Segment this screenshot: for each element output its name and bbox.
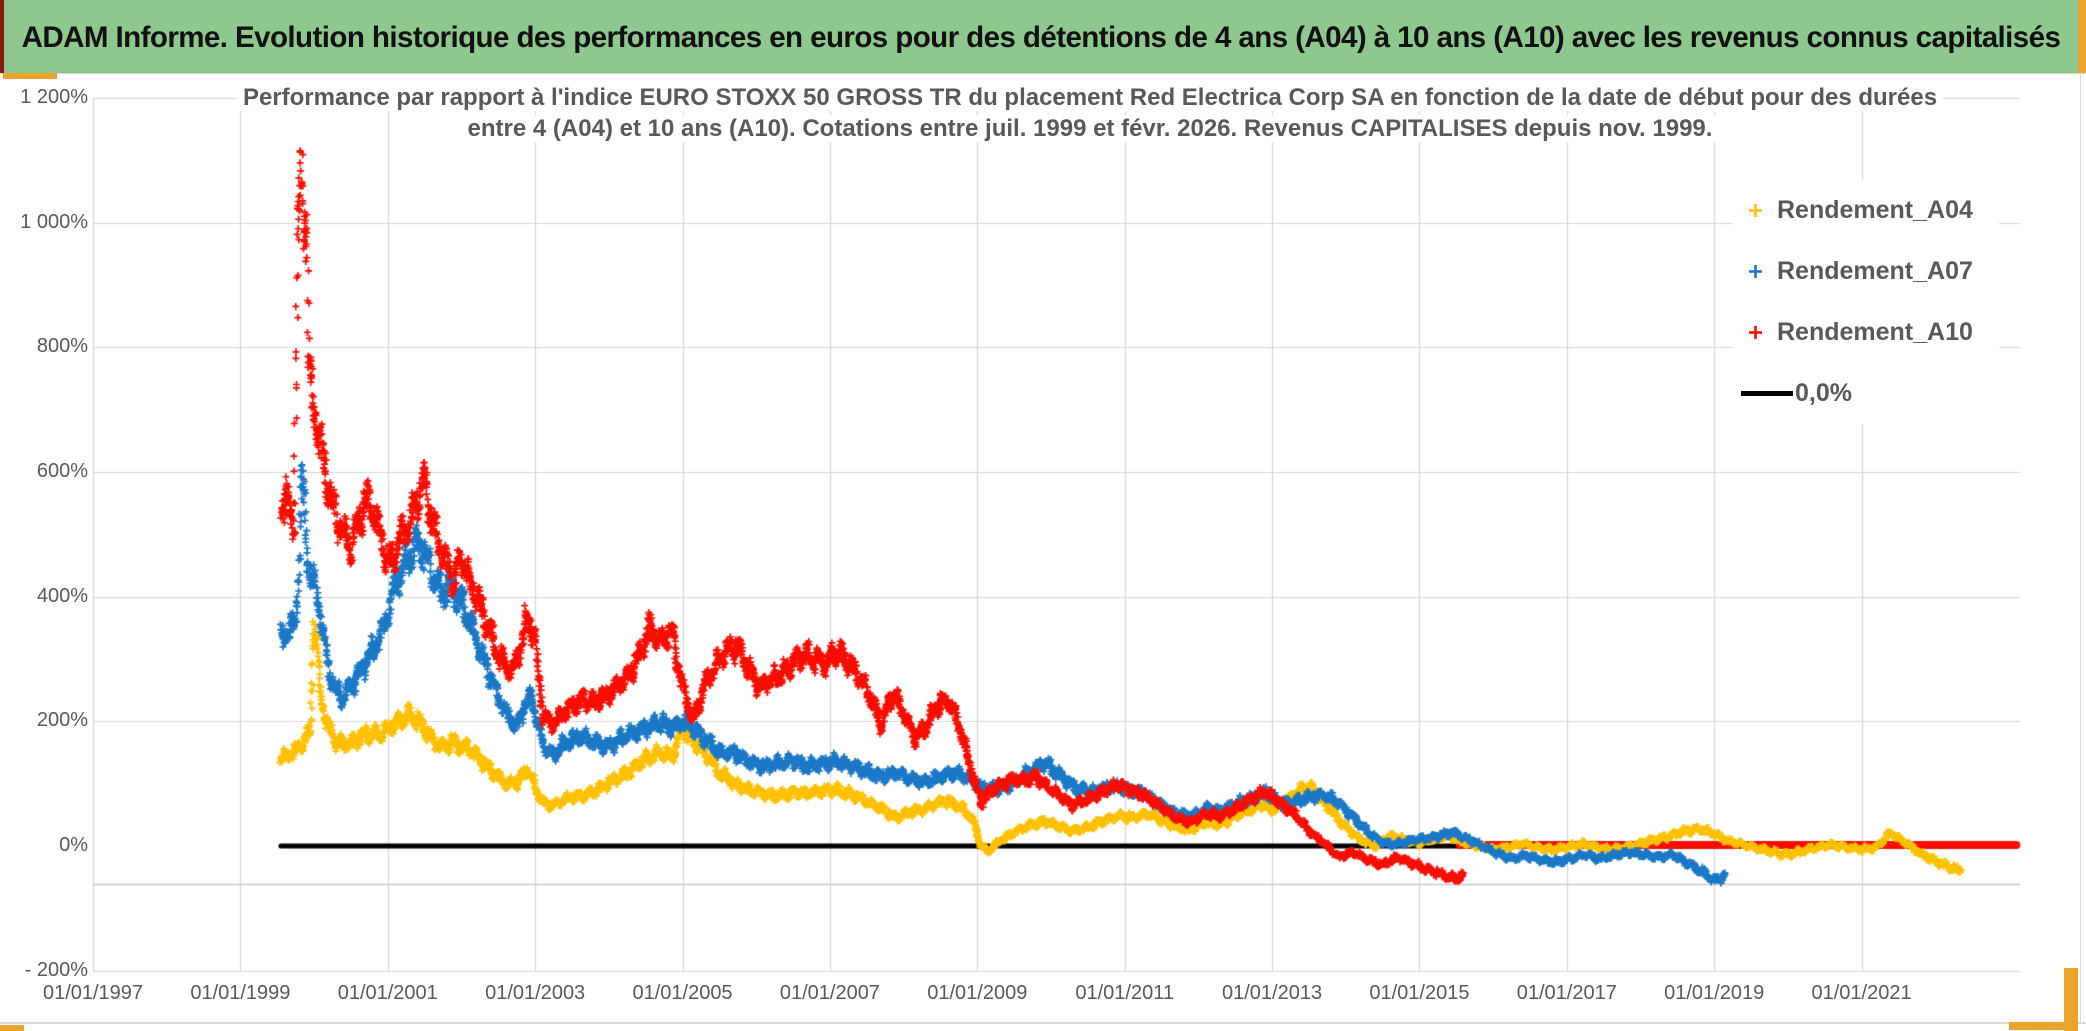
y-axis-tick-label: 1 200% bbox=[20, 86, 88, 109]
legend-label: Rendement_A10 bbox=[1777, 318, 1973, 346]
x-axis-tick-label: 01/01/1997 bbox=[42, 982, 144, 1004]
right-divider bbox=[2080, 73, 2081, 1022]
y-axis-tick-label: 400% bbox=[36, 584, 88, 607]
x-axis-tick-label: 01/01/2005 bbox=[632, 982, 733, 1004]
gold-accent-bottom-right-v bbox=[2064, 968, 2078, 1031]
chart-legend: Rendement_A04 Rendement_A07 Rendement_A10 0… bbox=[1733, 180, 1999, 424]
x-axis-tick-label: 01/01/2001 bbox=[337, 982, 438, 1004]
chart-subtitle: Performance par rapport à l'indice EURO … bbox=[93, 82, 2086, 144]
x-axis-tick-label: 01/01/1999 bbox=[190, 982, 291, 1004]
x-axis-tick-label: 01/01/2011 bbox=[1075, 982, 1174, 1004]
y-axis-tick-label: 800% bbox=[36, 335, 88, 358]
gold-accent-bottom-right-h bbox=[2009, 1022, 2078, 1030]
plus-marker-icon bbox=[1733, 203, 1777, 218]
x-axis-tick-label: 01/01/2009 bbox=[927, 982, 1028, 1004]
plus-marker-icon bbox=[1733, 325, 1777, 340]
y-axis-tick-label: - 200% bbox=[24, 958, 88, 981]
y-axis-labels: 1 200% 1 000% 800% 600% 400% 200% 0% - 200% bbox=[0, 0, 88, 1031]
plus-marker-icon bbox=[1733, 264, 1777, 279]
x-axis-tick-label: 01/01/2013 bbox=[1221, 982, 1323, 1004]
x-axis-tick-label: 01/01/2021 bbox=[1811, 982, 1912, 1004]
legend-item-rendement_a10[interactable]: Rendement_A10 bbox=[1733, 302, 1999, 363]
x-axis-labels: 01/01/1997 01/01/1999 01/01/2001 01/01/2003… bbox=[0, 982, 2086, 1010]
chart-subtitle-line2: entre 4 (A04) et 10 ans (A10). Cotations… bbox=[461, 115, 1719, 142]
legend-label: Rendement_A04 bbox=[1777, 196, 1973, 224]
x-axis-tick-label: 01/01/2015 bbox=[1369, 982, 1470, 1004]
legend-label: 0,0% bbox=[1795, 379, 1852, 407]
bottom-divider bbox=[0, 1022, 2086, 1024]
x-axis-tick-label: 01/01/2003 bbox=[485, 982, 586, 1004]
x-axis-tick-label: 01/01/2019 bbox=[1664, 982, 1765, 1004]
x-axis-tick-label: 01/01/2007 bbox=[779, 982, 880, 1004]
y-axis-tick-label: 1 000% bbox=[20, 210, 88, 233]
gold-accent-bottom-left bbox=[0, 1025, 24, 1031]
legend-item-rendement_a04[interactable]: Rendement_A04 bbox=[1733, 180, 1999, 241]
legend-label: Rendement_A07 bbox=[1777, 257, 1973, 285]
legend-item-zero-line[interactable]: 0,0% bbox=[1733, 363, 1999, 424]
x-axis-tick-label: 01/01/2017 bbox=[1516, 982, 1617, 1004]
chart-subtitle-line1: Performance par rapport à l'indice EURO … bbox=[236, 84, 1944, 111]
y-axis-tick-label: 600% bbox=[36, 460, 88, 483]
y-axis-tick-label: 0% bbox=[59, 833, 88, 856]
zero-line-swatch bbox=[1741, 391, 1793, 396]
y-axis-tick-label: 200% bbox=[36, 709, 88, 732]
legend-item-rendement_a07[interactable]: Rendement_A07 bbox=[1733, 241, 1999, 302]
